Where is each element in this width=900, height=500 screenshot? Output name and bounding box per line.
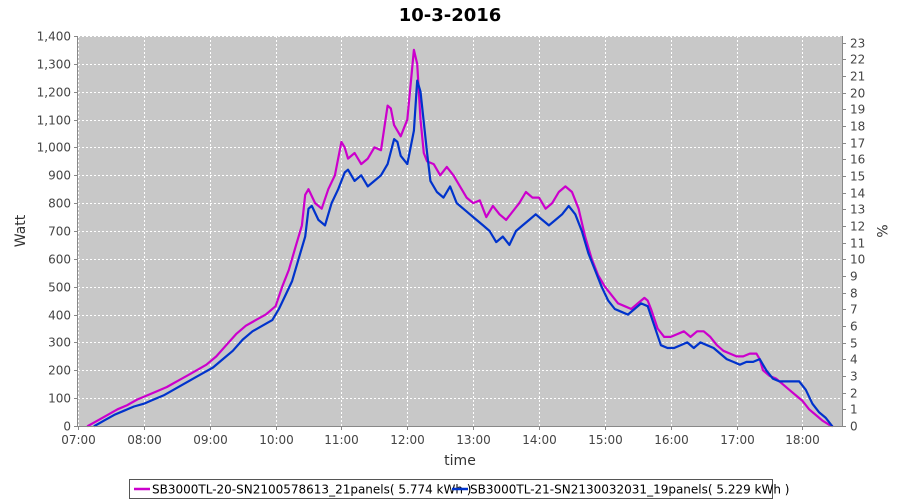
x-tick-label: 10:00 xyxy=(259,433,294,447)
y2-tick-label: 10 xyxy=(850,253,865,267)
y-tick-label: 1,400 xyxy=(37,30,71,44)
legend-label: SB3000TL-20-SN2100578613_21panels( 5.774… xyxy=(152,483,471,497)
y2-tick-label: 18 xyxy=(850,120,865,134)
y-tick-label: 1,300 xyxy=(37,58,71,72)
y-tick-label: 200 xyxy=(48,364,71,378)
x-tick-label: 13:00 xyxy=(456,433,491,447)
y-axis-label: Watt xyxy=(13,214,29,247)
x-tick-label: 16:00 xyxy=(654,433,689,447)
y-tick-label: 500 xyxy=(48,281,71,295)
y2-tick-label: 5 xyxy=(850,337,858,351)
y2-tick-label: 17 xyxy=(850,137,865,151)
y2-tick-label: 22 xyxy=(850,53,865,67)
legend-label: SB3000TL-21-SN2130032031_19panels( 5.229… xyxy=(470,483,789,497)
x-tick-label: 09:00 xyxy=(193,433,228,447)
y-axis-ticks: 0 100 200 300 400 500 600 700 800 900 1,000 1,100 1,… xyxy=(37,30,78,434)
y2-tick-label: 15 xyxy=(850,170,865,184)
x-tick-label: 11:00 xyxy=(324,433,359,447)
y2-tick-label: 7 xyxy=(850,303,858,317)
y-tick-label: 300 xyxy=(48,336,71,350)
x-axis-label: time xyxy=(444,453,476,469)
y-tick-label: 100 xyxy=(48,392,71,406)
y2-tick-label: 21 xyxy=(850,70,865,84)
legend-item-series-1: SB3000TL-20-SN2100578613_21panels( 5.774… xyxy=(134,483,471,497)
y2-tick-label: 16 xyxy=(850,153,865,167)
x-tick-label: 08:00 xyxy=(127,433,162,447)
y-tick-label: 1,200 xyxy=(37,86,71,100)
y2-tick-label: 3 xyxy=(850,370,858,384)
y-tick-label: 0 xyxy=(63,420,71,434)
legend-item-series-2: SB3000TL-21-SN2130032031_19panels( 5.229… xyxy=(452,483,789,497)
y2-tick-label: 12 xyxy=(850,220,865,234)
y-tick-label: 400 xyxy=(48,309,71,323)
series-line-2 xyxy=(93,79,834,428)
x-tick-label: 14:00 xyxy=(522,433,557,447)
x-axis-ticks: 07:00 08:00 09:00 10:00 11:00 12:00 13:00 14:00… xyxy=(61,426,820,447)
series-lines xyxy=(86,48,834,428)
y2-tick-label: 8 xyxy=(850,287,858,301)
y2-tick-label: 4 xyxy=(850,353,858,367)
y-tick-label: 1,100 xyxy=(37,114,71,128)
x-tick-label: 12:00 xyxy=(390,433,425,447)
y2-tick-label: 13 xyxy=(850,203,865,217)
y-tick-label: 1,000 xyxy=(37,141,71,155)
series-line-1 xyxy=(86,48,834,428)
y2-tick-label: 0 xyxy=(850,420,858,434)
y2-tick-label: 2 xyxy=(850,387,858,401)
x-tick-label: 07:00 xyxy=(61,433,96,447)
legend-box xyxy=(129,479,773,499)
y-tick-label: 700 xyxy=(48,225,71,239)
y2-tick-label: 11 xyxy=(850,237,865,251)
y2-tick-label: 9 xyxy=(850,270,858,284)
y-tick-label: 600 xyxy=(48,253,71,267)
y2-axis-label: % xyxy=(873,224,889,237)
y-tick-label: 800 xyxy=(48,197,71,211)
y2-tick-label: 14 xyxy=(850,187,865,201)
y-tick-label: 900 xyxy=(48,169,71,183)
legend: SB3000TL-20-SN2100578613_21panels( 5.774… xyxy=(129,479,789,499)
chart-title: 10-3-2016 xyxy=(399,5,502,26)
y2-tick-label: 20 xyxy=(850,87,865,101)
y2-tick-label: 19 xyxy=(850,103,865,117)
x-tick-label: 18:00 xyxy=(785,433,820,447)
x-tick-label: 17:00 xyxy=(720,433,755,447)
y2-tick-label: 1 xyxy=(850,403,858,417)
y2-tick-label: 6 xyxy=(850,320,858,334)
x-tick-label: 15:00 xyxy=(588,433,623,447)
y2-tick-label: 23 xyxy=(850,37,865,51)
